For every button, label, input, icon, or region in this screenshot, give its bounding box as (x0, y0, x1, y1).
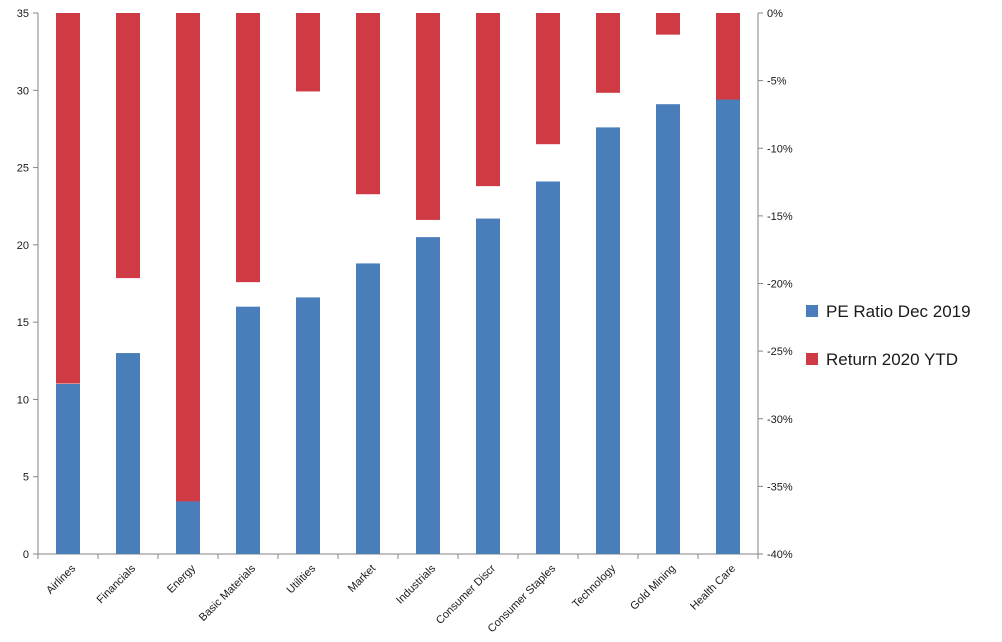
x-category-label: Technology (570, 562, 618, 610)
bar-return-2020-ytd (716, 13, 740, 101)
x-category-label: Consumer Staples (486, 562, 559, 635)
bar-pe-ratio-dec-2019 (656, 104, 680, 554)
bar-pe-ratio-dec-2019 (56, 383, 80, 554)
bar-return-2020-ytd (656, 13, 680, 35)
bar-return-2020-ytd (356, 13, 380, 195)
x-category-label: Market (346, 563, 378, 595)
bar-pe-ratio-dec-2019 (236, 306, 260, 554)
bar-return-2020-ytd (176, 13, 200, 503)
right-tick-label: -10% (767, 143, 793, 155)
bar-return-2020-ytd (536, 13, 560, 145)
bar-pe-ratio-dec-2019 (416, 237, 440, 554)
legend-label: PE Ratio Dec 2019 (826, 302, 971, 321)
left-tick-label: 20 (17, 240, 29, 252)
x-category-label: Utilities (285, 562, 319, 596)
x-category-label: Health Care (688, 563, 738, 613)
legend-label: Return 2020 YTD (826, 350, 958, 369)
bar-return-2020-ytd (296, 13, 320, 92)
legend: PE Ratio Dec 2019 Return 2020 YTD (806, 302, 971, 369)
right-tick-label: -40% (767, 549, 793, 561)
left-tick-label: 25 (17, 163, 29, 175)
bar-pe-ratio-dec-2019 (716, 99, 740, 554)
right-tick-label: 0% (767, 8, 783, 20)
bar-pe-ratio-dec-2019 (176, 501, 200, 554)
left-tick-label: 30 (17, 85, 29, 97)
x-category-label: Financials (95, 562, 139, 606)
bar-return-2020-ytd (476, 13, 500, 187)
bars-group (56, 13, 740, 555)
bar-pe-ratio-dec-2019 (596, 127, 620, 554)
bar-return-2020-ytd (56, 13, 80, 384)
right-tick-label: -35% (767, 481, 793, 493)
x-category-label: Energy (165, 562, 198, 595)
right-tick-label: -20% (767, 279, 793, 291)
x-category-label: Industrials (394, 562, 438, 606)
bar-return-2020-ytd (596, 13, 620, 93)
bar-pe-ratio-dec-2019 (296, 297, 320, 554)
bar-pe-ratio-dec-2019 (356, 263, 380, 554)
x-category-label: Gold Mining (628, 563, 678, 613)
axes-group (33, 12, 763, 559)
right-tick-label: -5% (767, 76, 787, 88)
x-category-label: Basic Materials (197, 562, 259, 624)
legend-swatch (806, 305, 818, 317)
x-category-label: Consumer Discr (434, 562, 498, 626)
left-tick-label: 15 (17, 317, 29, 329)
right-tick-label: -15% (767, 211, 793, 223)
right-tick-label: -25% (767, 346, 793, 358)
bar-pe-ratio-dec-2019 (476, 218, 500, 554)
left-tick-label: 10 (17, 394, 29, 406)
bar-return-2020-ytd (416, 13, 440, 220)
legend-swatch (806, 353, 818, 365)
x-category-label: Airlines (44, 562, 78, 596)
bar-pe-ratio-dec-2019 (116, 353, 140, 554)
left-tick-label: 35 (17, 8, 29, 20)
left-tick-label: 5 (23, 472, 29, 484)
left-tick-label: 0 (23, 549, 29, 561)
bar-pe-ratio-dec-2019 (536, 181, 560, 555)
bar-return-2020-ytd (116, 13, 140, 279)
bar-return-2020-ytd (236, 13, 260, 283)
right-tick-label: -30% (767, 414, 793, 426)
